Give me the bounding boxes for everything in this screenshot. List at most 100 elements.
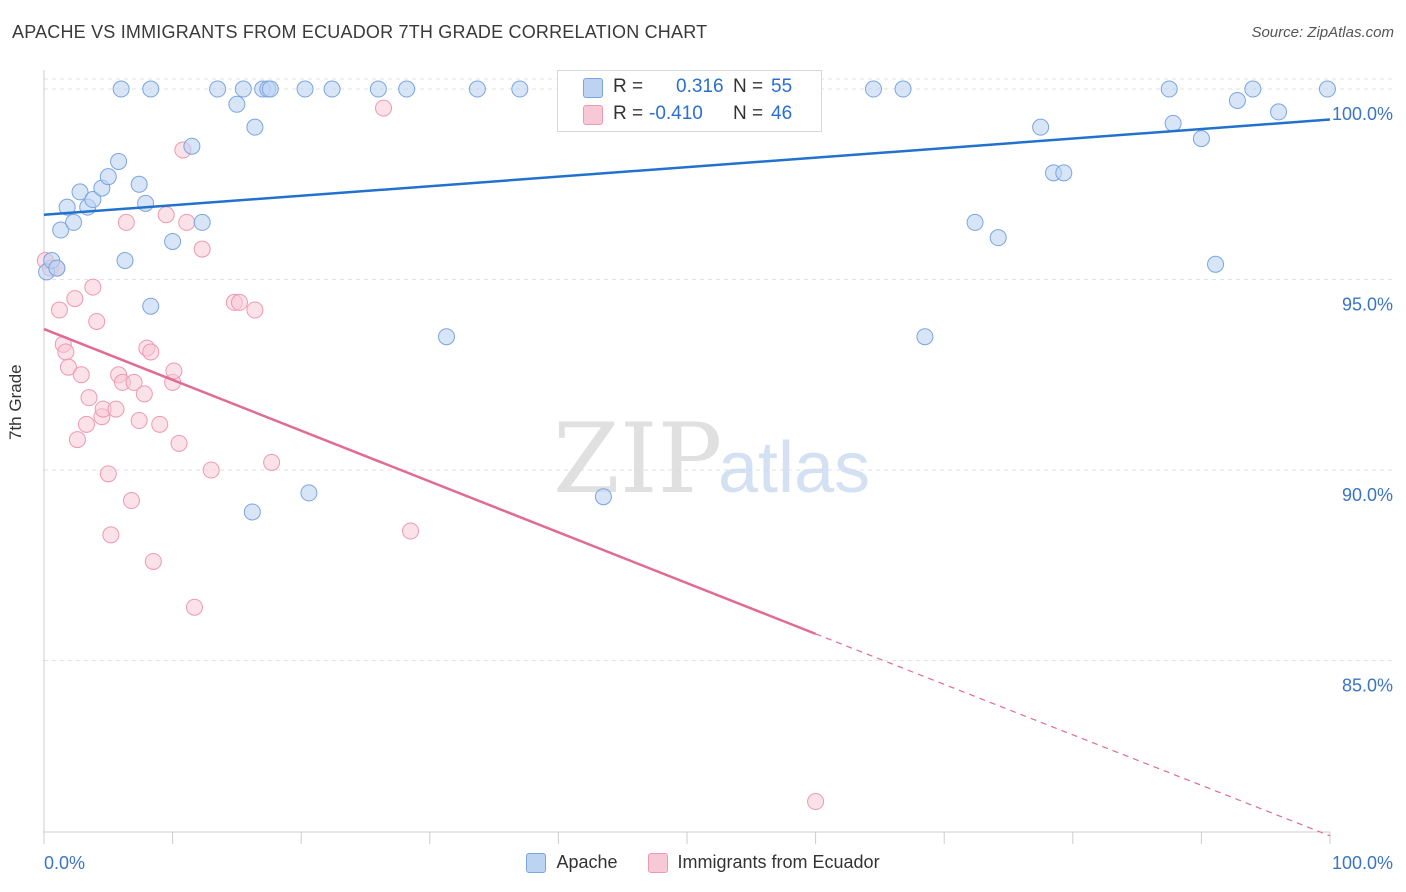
apache-point bbox=[71, 183, 89, 201]
apache-point bbox=[48, 259, 66, 277]
stats-legend: R = 0.316 N = 55 R = -0.410 N = 46 bbox=[557, 70, 822, 132]
apache-point bbox=[234, 80, 252, 98]
apache-point bbox=[1032, 118, 1050, 136]
apache-point bbox=[1055, 164, 1073, 182]
axes bbox=[43, 70, 1331, 844]
ecuador-point bbox=[144, 552, 162, 570]
ecuador-point bbox=[84, 278, 102, 296]
ecuador-point bbox=[66, 290, 84, 308]
legend-ecuador-label: Immigrants from Ecuador bbox=[677, 852, 880, 872]
apache-point bbox=[164, 232, 182, 250]
ecuador-trend-extension bbox=[815, 633, 1331, 837]
ecuador-point bbox=[157, 206, 175, 224]
apache-point bbox=[323, 80, 341, 98]
series-ecuador-points bbox=[36, 99, 825, 811]
ecuador-point bbox=[375, 99, 393, 117]
apache-point bbox=[1228, 91, 1246, 109]
legend-ecuador-swatch bbox=[647, 852, 668, 873]
ecuador-point bbox=[125, 373, 143, 391]
apache-point bbox=[193, 213, 211, 231]
ecuador-point bbox=[807, 793, 825, 811]
apache-point bbox=[966, 213, 984, 231]
ecuador-point bbox=[122, 492, 140, 510]
apache-point bbox=[1244, 80, 1262, 98]
apache-point bbox=[1207, 255, 1225, 273]
apache-point bbox=[183, 137, 201, 155]
apache-point bbox=[369, 80, 387, 98]
ecuador-point bbox=[59, 358, 77, 376]
ecuador-point bbox=[88, 312, 106, 330]
apache-point bbox=[52, 221, 70, 239]
ecuador-n-label: N = bbox=[733, 103, 764, 124]
ecuador-n-value: 46 bbox=[771, 103, 793, 124]
ecuador-r-value: -0.410 bbox=[649, 103, 703, 124]
ecuador-point bbox=[142, 343, 160, 361]
ecuador-point bbox=[202, 461, 220, 479]
ecuador-point bbox=[50, 301, 68, 319]
apache-point bbox=[594, 488, 612, 506]
apache-point bbox=[246, 118, 264, 136]
apache-n-value: 55 bbox=[771, 76, 793, 97]
watermark-zip: ZIP bbox=[553, 403, 722, 515]
ecuador-point bbox=[107, 400, 125, 418]
ecuador-r-label: R = bbox=[613, 103, 644, 124]
apache-r-value: 0.316 bbox=[676, 76, 724, 97]
apache-point bbox=[894, 80, 912, 98]
apache-point bbox=[438, 328, 456, 346]
apache-point bbox=[916, 328, 934, 346]
apache-point bbox=[1192, 130, 1210, 148]
legend-apache-swatch bbox=[526, 852, 547, 873]
apache-point bbox=[130, 175, 148, 193]
y-axis-label: 7th Grade bbox=[6, 364, 25, 440]
ecuador-point bbox=[57, 343, 75, 361]
apache-point bbox=[65, 213, 83, 231]
x-tick-label-min: 0.0% bbox=[44, 853, 85, 873]
x-tick-label-max: 100.0% bbox=[1332, 853, 1393, 873]
legend: Apache Immigrants from Ecuador bbox=[0, 852, 1406, 873]
apache-point bbox=[142, 80, 160, 98]
apache-point bbox=[110, 152, 128, 170]
ecuador-swatch bbox=[583, 105, 603, 125]
ecuador-point bbox=[151, 415, 169, 433]
source-label: Source: ZipAtlas.com bbox=[1251, 24, 1394, 41]
apache-point bbox=[112, 80, 130, 98]
apache-point bbox=[142, 297, 160, 315]
apache-point bbox=[864, 80, 882, 98]
apache-point bbox=[1164, 114, 1182, 132]
apache-point bbox=[116, 252, 134, 269]
ecuador-point bbox=[117, 213, 135, 231]
apache-n-label: N = bbox=[733, 76, 764, 97]
ecuador-point bbox=[263, 453, 281, 471]
ecuador-point bbox=[77, 415, 95, 433]
ecuador-point bbox=[402, 522, 420, 540]
legend-apache-label: Apache bbox=[556, 852, 618, 872]
grid-lines bbox=[44, 78, 1392, 662]
trend-lines bbox=[43, 118, 1331, 837]
watermark: ZIP atlas bbox=[553, 403, 870, 515]
apache-point bbox=[243, 503, 261, 521]
apache-point bbox=[99, 168, 117, 186]
ecuador-point bbox=[99, 465, 117, 483]
apache-point bbox=[209, 80, 227, 98]
ecuador-point bbox=[135, 385, 153, 403]
ecuador-point bbox=[230, 293, 248, 311]
apache-trend-line bbox=[43, 118, 1331, 217]
apache-point bbox=[989, 229, 1007, 247]
apache-point bbox=[228, 95, 246, 113]
apache-point bbox=[1160, 80, 1178, 98]
legend-item-ecuador: Immigrants from Ecuador bbox=[647, 852, 880, 873]
apache-r-label: R = bbox=[613, 76, 644, 97]
ecuador-point bbox=[102, 526, 120, 544]
ecuador-point bbox=[80, 389, 98, 407]
apache-point bbox=[137, 194, 155, 212]
ecuador-point bbox=[193, 240, 211, 258]
apache-point bbox=[84, 191, 102, 209]
apache-point bbox=[1318, 80, 1336, 98]
ecuador-point bbox=[68, 431, 86, 449]
chart-title: APACHE VS IMMIGRANTS FROM ECUADOR 7TH GR… bbox=[12, 22, 708, 42]
y-tick-label: 90.0% bbox=[1342, 485, 1393, 505]
ecuador-point bbox=[170, 434, 188, 452]
ecuador-point bbox=[165, 362, 183, 380]
ecuador-point bbox=[130, 412, 148, 430]
